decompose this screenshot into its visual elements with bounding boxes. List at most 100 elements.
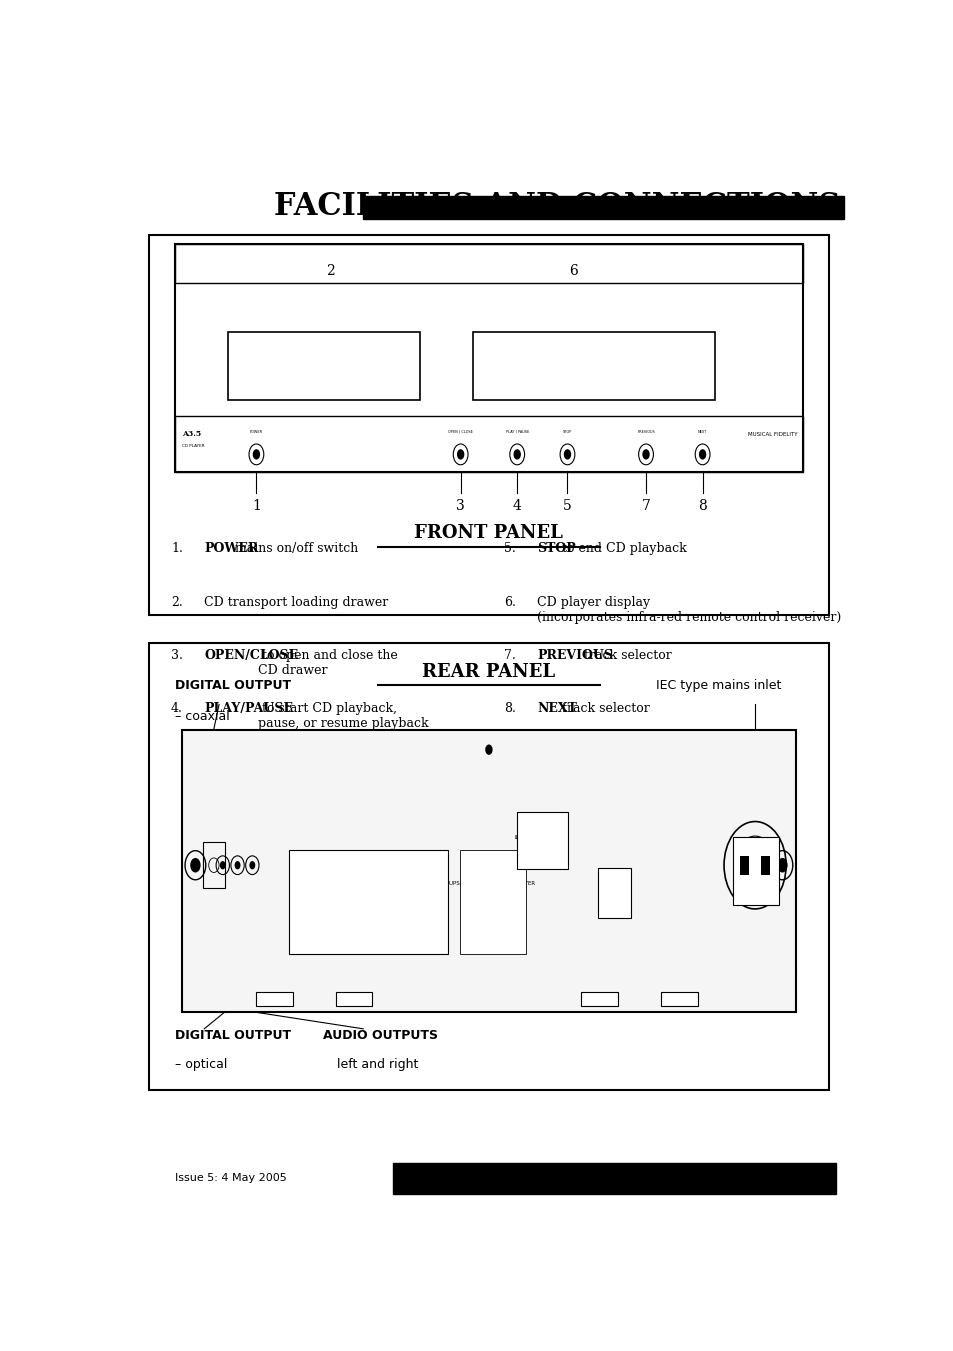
- Circle shape: [699, 449, 705, 459]
- Text: MUST BE: MUST BE: [747, 855, 762, 859]
- Text: POWER: POWER: [204, 543, 258, 555]
- Text: CE: CE: [606, 889, 622, 898]
- Text: MUSICAL FIDELITY: MUSICAL FIDELITY: [747, 432, 797, 436]
- Text: NEXT: NEXT: [698, 430, 706, 434]
- Text: POWER: POWER: [250, 430, 263, 434]
- Text: OPEN | CLOSE: OPEN | CLOSE: [448, 430, 473, 434]
- Text: 2.: 2.: [171, 596, 183, 609]
- Bar: [174, 245, 802, 284]
- Text: THIS PRODUCT CONTAINS COMPONENTS SENSITIVE TO ELECTROSTATIC: THIS PRODUCT CONTAINS COMPONENTS SENSITI…: [292, 901, 408, 905]
- Text: READ ALL INSTRUCTIONS CAREFULLY. DO NOT USE EQUIPMENT IN DAMP: READ ALL INSTRUCTIONS CAREFULLY. DO NOT …: [292, 873, 410, 877]
- Bar: [203, 842, 225, 888]
- Text: INCLUDING THE USE OF A GROUNDED WRIST STRAP.: INCLUDING THE USE OF A GROUNDED WRIST ST…: [292, 938, 377, 942]
- Bar: [660, 992, 697, 1006]
- Text: 5: 5: [562, 500, 571, 513]
- Circle shape: [513, 449, 520, 459]
- Text: – optical: – optical: [174, 1058, 227, 1071]
- Text: ADEQUATE VENTILATION IN CABINET, 50 MM FREE SPACE ALL ROUND.: ADEQUATE VENTILATION IN CABINET, 50 MM F…: [292, 892, 406, 896]
- Text: 4.: 4.: [171, 703, 183, 715]
- Text: CD transport loading drawer: CD transport loading drawer: [204, 596, 388, 609]
- Bar: [174, 416, 802, 473]
- Bar: [255, 992, 293, 1006]
- Text: FACILITIES AND CONNECTIONS: FACILITIES AND CONNECTIONS: [274, 192, 840, 223]
- Text: OR WET CONDITIONS. USE ONLY WITH CORRECT VOLTAGE SUPPLY. ENSURE: OR WET CONDITIONS. USE ONLY WITH CORRECT…: [292, 882, 414, 886]
- Text: STOP: STOP: [562, 430, 572, 434]
- Bar: [598, 869, 630, 919]
- Text: 8: 8: [698, 500, 706, 513]
- Text: 5.: 5.: [503, 543, 515, 555]
- Text: 1.: 1.: [171, 543, 183, 555]
- Text: Instructions for use: Instructions for use: [591, 1171, 711, 1185]
- Text: PLAY | PAUSE: PLAY | PAUSE: [505, 430, 528, 434]
- Text: A3.5: A3.5: [182, 431, 201, 438]
- Text: NUMBER:: NUMBER:: [461, 927, 477, 931]
- Text: NEXT: NEXT: [537, 703, 577, 715]
- Bar: [182, 730, 795, 1012]
- Text: PERSONNEL, FOLLOWING THE CORRECT ANTI STATIC PROCEDURES,: PERSONNEL, FOLLOWING THE CORRECT ANTI ST…: [292, 928, 401, 932]
- Text: 6: 6: [569, 263, 578, 278]
- Text: UPSAMPLING 24 BIT CD PLAYER: UPSAMPLING 24 BIT CD PLAYER: [449, 881, 535, 886]
- Text: DIGITAL OUTPUT: DIGITAL OUTPUT: [174, 1029, 291, 1043]
- Text: track selector: track selector: [579, 648, 671, 662]
- Bar: [149, 643, 828, 1090]
- Circle shape: [641, 449, 649, 459]
- Text: 3.: 3.: [171, 648, 183, 662]
- Bar: [335, 992, 372, 1006]
- Text: FRONT PANEL: FRONT PANEL: [414, 524, 563, 542]
- Bar: [740, 855, 748, 874]
- Text: to start CD playback,
pause, or resume playback: to start CD playback, pause, or resume p…: [257, 703, 428, 730]
- Bar: [517, 812, 567, 869]
- Text: PLAY/PAUSE: PLAY/PAUSE: [204, 703, 293, 715]
- Text: AUDIO OUTPUTS: AUDIO OUTPUTS: [322, 1029, 437, 1043]
- Text: A3.5: A3.5: [471, 854, 513, 871]
- Circle shape: [456, 449, 464, 459]
- Text: 3: 3: [456, 500, 464, 513]
- Bar: [459, 850, 525, 954]
- Text: 2: 2: [325, 263, 334, 278]
- Text: mains on/off switch: mains on/off switch: [231, 543, 357, 555]
- Bar: [580, 992, 618, 1006]
- Text: 6.: 6.: [503, 596, 515, 609]
- Circle shape: [563, 449, 571, 459]
- Text: left and right: left and right: [337, 1058, 418, 1071]
- Text: CD player display
(incorporates infra-red remote control receiver): CD player display (incorporates infra-re…: [537, 596, 841, 624]
- Text: CD PLAYER: CD PLAYER: [182, 443, 205, 447]
- Text: Page 8 of 17: Page 8 of 17: [755, 1171, 842, 1185]
- Bar: [149, 235, 828, 615]
- Text: 1: 1: [252, 500, 260, 513]
- Text: – coaxial: – coaxial: [174, 709, 230, 723]
- Text: THIS APPLIANCE: THIS APPLIANCE: [740, 846, 769, 850]
- Bar: [393, 1163, 836, 1194]
- Text: A3.5 CD: A3.5 CD: [494, 1171, 549, 1185]
- Text: STOP: STOP: [537, 543, 575, 555]
- Text: PREVIOUS: PREVIOUS: [537, 648, 613, 662]
- Bar: [760, 855, 769, 874]
- Text: CAUTION: CAUTION: [330, 858, 365, 865]
- Text: 4: 4: [512, 500, 521, 513]
- Text: to end CD playback: to end CD playback: [558, 543, 686, 555]
- Bar: [473, 332, 715, 400]
- Text: DIGITAL OUTPUT: DIGITAL OUTPUT: [174, 680, 291, 692]
- Circle shape: [485, 744, 492, 755]
- Text: REAR PANEL: REAR PANEL: [422, 663, 555, 681]
- Bar: [289, 850, 448, 954]
- Bar: [363, 196, 842, 219]
- Text: DISCHARGE. THE PRODUCT MUST BE PROTECTED AGAINST ELECTROSTATIC: DISCHARGE. THE PRODUCT MUST BE PROTECTED…: [292, 911, 415, 915]
- Text: 7.: 7.: [503, 648, 515, 662]
- Bar: [228, 332, 419, 400]
- Text: OPEN/CLOSE: OPEN/CLOSE: [204, 648, 298, 662]
- Circle shape: [219, 861, 226, 870]
- Text: MANUFACTURE:: MANUFACTURE:: [461, 877, 489, 881]
- Bar: [732, 838, 778, 905]
- Text: SERIAL: SERIAL: [461, 911, 474, 915]
- Bar: [174, 245, 802, 473]
- Text: IMPORTANT: IMPORTANT: [743, 888, 767, 890]
- Text: 7: 7: [641, 500, 650, 513]
- Circle shape: [777, 858, 787, 873]
- Text: 8.: 8.: [503, 703, 515, 715]
- Text: CLASS
LASER PRODUCT: CLASS LASER PRODUCT: [515, 830, 566, 840]
- Text: IEC type mains inlet: IEC type mains inlet: [655, 680, 781, 692]
- Text: DATE OF: DATE OF: [461, 861, 476, 865]
- Text: EARTHED: EARTHED: [747, 866, 763, 870]
- Text: to open and close the
CD drawer: to open and close the CD drawer: [257, 648, 396, 677]
